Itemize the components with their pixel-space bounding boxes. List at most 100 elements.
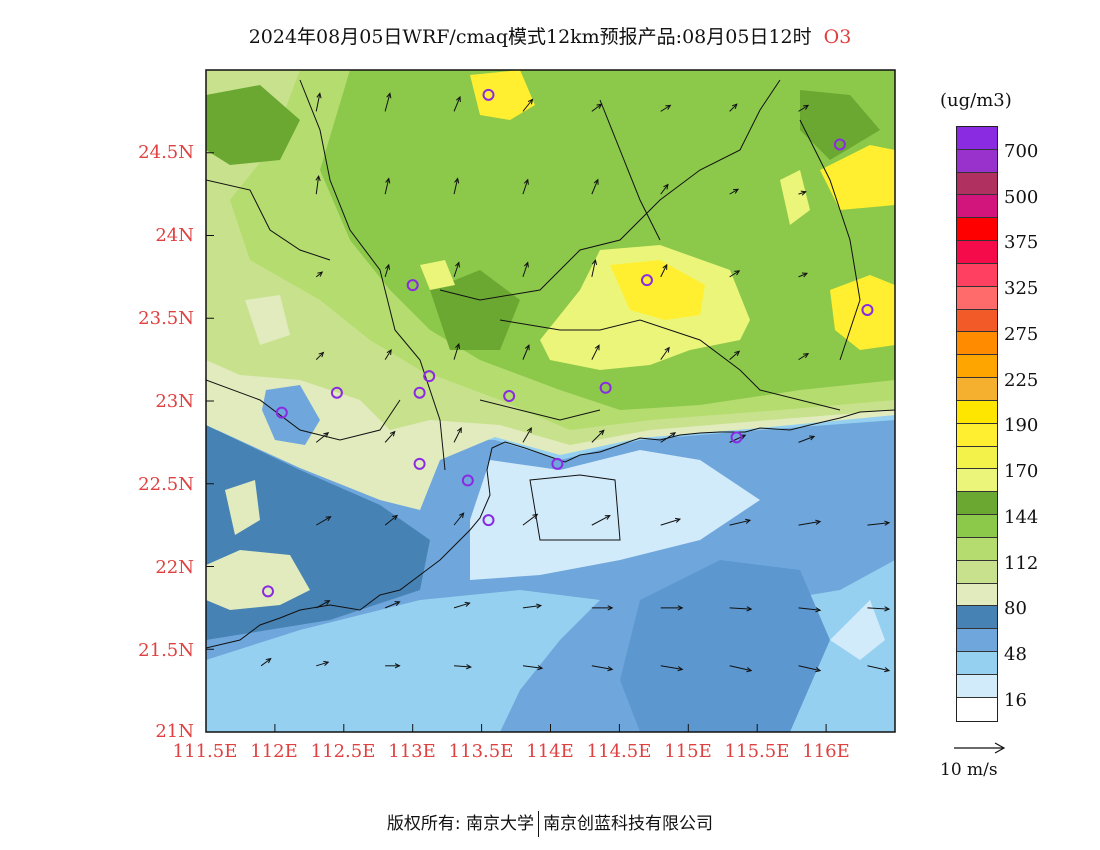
station-marker [275, 406, 288, 419]
wind-arrow [729, 518, 752, 526]
legend-color-swatch [957, 446, 997, 470]
station-marker [482, 88, 495, 101]
legend-label: 170 [1004, 461, 1039, 482]
legend-color-swatch [957, 400, 997, 424]
pale-patch-sw-2 [225, 480, 260, 535]
legend-label: 80 [1004, 598, 1027, 619]
legend-color-swatch [957, 674, 997, 698]
wind-arrow [591, 178, 599, 195]
station-marker [262, 585, 275, 598]
wind-arrow [522, 98, 534, 112]
y-tick-label: 21N [155, 721, 194, 742]
wind-scale-label: 10 m/s [940, 760, 998, 780]
legend-color-swatch [957, 423, 997, 447]
legend-color-swatch [957, 515, 997, 538]
station-marker [413, 457, 426, 470]
wind-arrow [522, 344, 530, 360]
wind-arrow [798, 665, 822, 673]
dark-green-ne [800, 90, 880, 160]
wind-arrow [315, 174, 321, 195]
wind-arrow [315, 271, 324, 278]
station-marker [413, 386, 426, 399]
legend-label: 225 [1004, 370, 1039, 391]
legend-label: 190 [1004, 415, 1039, 436]
legend-color-swatch [957, 378, 997, 401]
wind-arrow [660, 104, 672, 112]
x-tick-label: 112E [250, 741, 298, 762]
wind-vectors [260, 92, 891, 673]
pale-sea [470, 450, 760, 580]
footer-divider [538, 811, 540, 837]
legend-label: 375 [1004, 232, 1039, 253]
wind-arrow [591, 514, 611, 526]
wind-arrow [591, 258, 598, 277]
wind-arrow [384, 514, 399, 526]
blue-patch-west [262, 385, 320, 445]
legend-color-swatch [957, 263, 997, 287]
wind-arrow [798, 607, 822, 613]
dark-green-center [430, 270, 520, 350]
x-tick-label: 113E [388, 741, 436, 762]
hk-box [529, 474, 621, 541]
legend-color-swatch [957, 492, 997, 516]
wind-arrow [660, 183, 669, 195]
wind-arrow [660, 605, 684, 611]
station-marker [482, 514, 495, 527]
y-tick-label: 23N [155, 391, 194, 412]
station-marker [833, 138, 846, 151]
wind-arrow [453, 177, 460, 195]
yellow-small-2 [780, 170, 810, 225]
boundary-6 [599, 99, 661, 241]
boundary-1 [299, 79, 446, 471]
wind-arrow [453, 261, 460, 278]
legend-label: 500 [1004, 187, 1039, 208]
wind-arrow [729, 350, 741, 361]
boundary-3 [499, 319, 841, 411]
wind-arrow [384, 263, 391, 278]
wind-arrow [729, 188, 740, 195]
footer-left: 版权所有: 南京大学 [386, 814, 535, 834]
legend-color-swatch [957, 309, 997, 333]
legend-label: 325 [1004, 278, 1039, 299]
x-tick-label: 115.5E [724, 741, 790, 762]
wind-arrow [798, 190, 807, 196]
legend-label: 48 [1004, 644, 1027, 665]
wind-arrow [522, 178, 529, 195]
legend-label: 275 [1004, 324, 1039, 345]
wind-arrow [522, 261, 529, 278]
legend-label: 700 [1004, 141, 1039, 162]
wind-arrow [315, 516, 332, 526]
wind-arrow [315, 432, 330, 443]
wind-arrow [591, 344, 600, 360]
wind-arrow [384, 601, 401, 609]
legend-unit: (ug/m3) [940, 90, 1012, 111]
legend-label: 112 [1004, 553, 1039, 574]
station-marker [406, 279, 419, 292]
legend-label: 144 [1004, 507, 1039, 528]
wind-arrow [798, 104, 810, 112]
dark-green-nw [206, 85, 300, 165]
chart-title: 2024年08月05日WRF/cmaq模式12km预报产品:08月05日12时 O… [0, 22, 1100, 49]
legend-color-swatch [957, 537, 997, 561]
y-tick-label: 22.5N [138, 474, 194, 495]
wind-arrow [591, 103, 603, 112]
wind-arrow [729, 103, 738, 112]
wind-arrow [384, 177, 391, 195]
station-marker [423, 370, 436, 383]
x-tick-label: 112.5E [310, 741, 376, 762]
wind-arrow [867, 520, 891, 526]
wind-arrow [867, 665, 891, 673]
y-tick-label: 23.5N [138, 308, 194, 329]
wind-arrow [453, 426, 462, 443]
boundary-lines [206, 79, 895, 649]
boundary-7 [799, 119, 861, 361]
wind-arrow [453, 342, 461, 360]
legend-label: 16 [1004, 690, 1027, 711]
y-tick-label: 21.5N [138, 640, 194, 661]
wind-arrow [660, 665, 684, 672]
wind-arrow [384, 92, 392, 112]
station-marker [730, 431, 743, 444]
wind-arrow [867, 606, 891, 612]
boundary-4 [206, 179, 331, 261]
